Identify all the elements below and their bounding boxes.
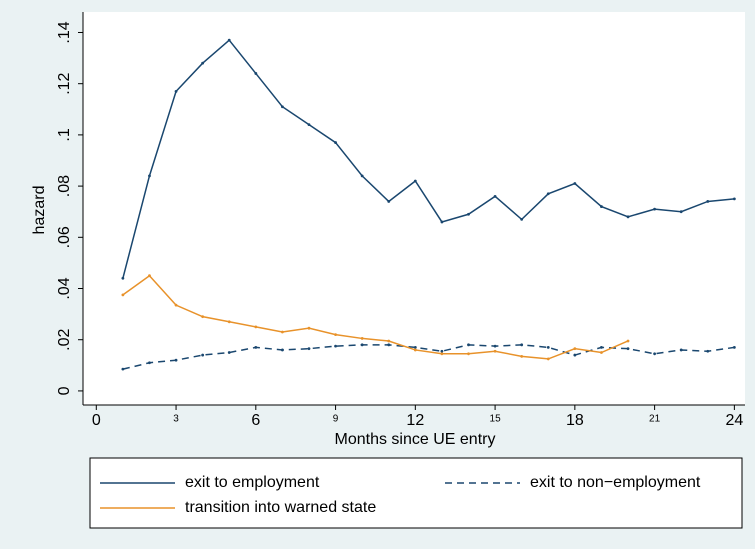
series-line [122,39,735,279]
point [148,274,151,278]
point [201,353,205,357]
point [653,352,657,356]
point [440,220,444,224]
y-tick-label: .1 [56,128,73,141]
point [148,361,151,365]
point [360,174,364,178]
point [626,215,630,219]
plot-area [83,12,745,405]
point [679,210,683,214]
point [413,345,417,349]
point [121,293,125,297]
point [520,343,524,347]
point [520,217,524,221]
point [493,194,497,198]
point [280,330,284,334]
point [334,344,337,348]
point [626,339,630,343]
x-tick-label: 24 [725,412,743,429]
point [254,72,258,75]
x-axis-title: Months since UE entry [335,431,496,448]
point [387,339,391,343]
y-tick-label: .12 [56,72,73,94]
point [254,325,258,329]
legend-label: exit to non−employment [530,474,701,491]
point [148,174,151,178]
series-line [122,274,629,360]
x-tick-label: 18 [566,412,584,429]
y-tick-label: 0 [56,386,73,395]
point [280,348,284,352]
x-tick-label: 6 [251,412,260,429]
point [334,333,337,336]
point [573,182,577,185]
y-tick-label: .04 [56,277,73,299]
point [201,61,205,65]
point [679,348,683,352]
y-tick-label: .14 [56,21,73,43]
point [413,348,417,352]
point [600,205,603,208]
point [467,352,470,356]
point [227,351,231,354]
point [280,105,284,109]
point [573,353,577,357]
point [706,349,710,353]
point [307,326,311,330]
point [600,351,603,354]
point [121,367,125,371]
x-tick-label: 0 [92,412,101,429]
point [387,343,391,347]
point [174,89,178,93]
point [546,345,550,349]
point [653,207,657,211]
x-tick-label: 12 [406,412,424,429]
point [387,200,391,203]
point [174,303,178,307]
legend [89,457,743,529]
point [201,315,205,319]
point [493,344,497,348]
x-tick-label: 21 [649,414,661,425]
point [573,347,577,351]
point [546,357,550,361]
point [732,197,736,201]
y-tick-label: .08 [56,175,73,197]
point [254,345,258,349]
point [307,347,311,351]
point [360,343,364,347]
point [360,337,364,340]
point [467,212,470,216]
point [440,352,444,356]
point [546,192,550,196]
point [121,276,125,280]
point [307,123,311,127]
point [227,38,231,42]
x-tick-label: 9 [333,414,339,425]
point [493,349,497,353]
point [520,354,524,358]
point [732,345,736,349]
point [467,343,470,347]
y-tick-label: .06 [56,226,73,248]
point [227,320,231,324]
point [174,358,178,362]
point [600,345,603,349]
x-tick-label: 3 [173,414,179,425]
point [413,179,417,183]
point [440,349,444,353]
point [626,347,630,351]
point [334,141,337,144]
y-tick-label: .02 [56,328,73,350]
point [706,200,710,203]
legend-label: exit to employment [185,474,320,491]
legend-label: transition into warned state [185,499,376,516]
y-axis-title: hazard [31,186,48,235]
x-tick-label: 15 [490,414,502,425]
